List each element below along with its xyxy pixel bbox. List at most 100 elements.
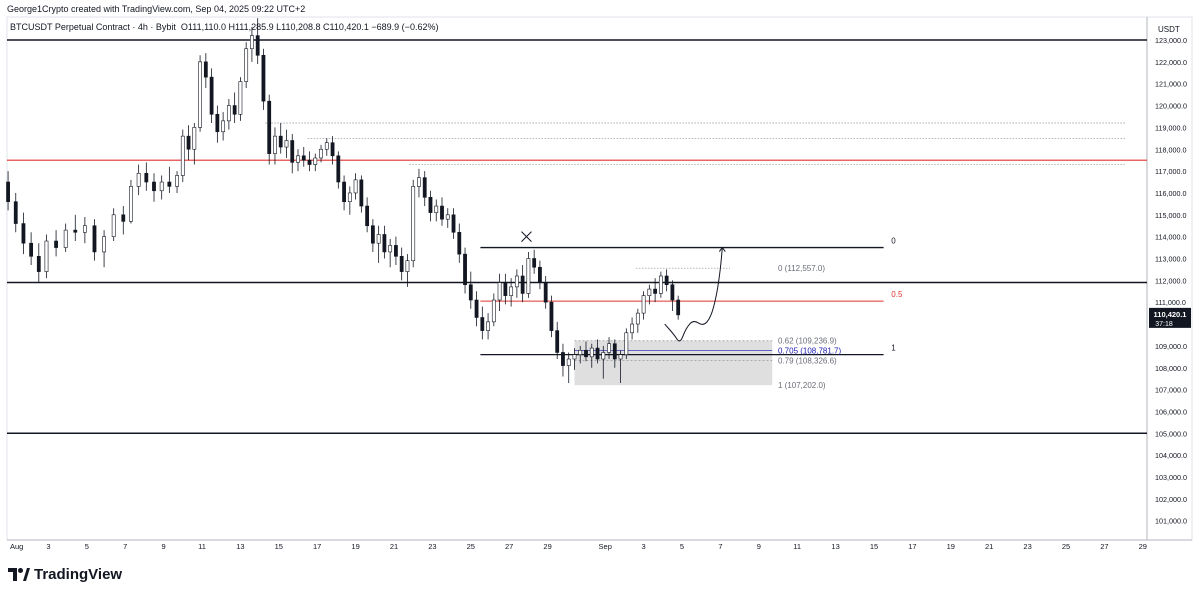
candle-body (250, 35, 254, 50)
candle-body (532, 258, 537, 268)
x-tick-label: 7 (123, 542, 127, 551)
candle-body (601, 352, 606, 360)
candle-body (417, 177, 421, 187)
x-tick-label: 27 (505, 542, 513, 551)
candle-body (509, 286, 514, 296)
y-tick-label: 115,000.0 (1155, 211, 1186, 220)
symbol-info: BTCUSDT Perpetual Contract · 4h · Bybit … (10, 22, 438, 32)
y-tick-label: 117,000.0 (1155, 167, 1186, 176)
candle-body (359, 179, 364, 207)
projection-path (664, 247, 723, 342)
x-tick-label: 29 (1139, 542, 1147, 551)
candle-body (82, 225, 87, 233)
retracement-label: 0.62 (109,236.9) (778, 337, 837, 346)
y-tick-label: 116,000.0 (1155, 189, 1186, 198)
x-tick-label: 15 (870, 542, 878, 551)
candle-body (129, 186, 133, 222)
candle-body (578, 349, 583, 355)
candle-body (405, 260, 410, 272)
candle-body (342, 181, 346, 202)
candle-body (319, 148, 323, 159)
candle-body (307, 159, 312, 165)
candle-body (144, 172, 149, 183)
y-tick-label: 105,000.0 (1155, 429, 1187, 438)
candle-body (63, 229, 68, 248)
x-tick-label: Aug (10, 542, 23, 551)
candle-body (198, 61, 202, 128)
candle-body (641, 295, 646, 314)
candles-layer (6, 18, 681, 384)
candle-body (411, 186, 416, 261)
x-tick-label: 11 (793, 542, 801, 551)
x-tick-label: 3 (46, 542, 50, 551)
last-price-countdown: 37:18 (1155, 321, 1173, 328)
candle-body (468, 284, 473, 301)
candle-body (336, 155, 341, 183)
candle-body (538, 266, 542, 283)
tradingview-brand: TradingView (8, 566, 122, 583)
candle-body (278, 135, 283, 148)
fib-level-label: 0 (891, 237, 896, 246)
candle-body (370, 225, 375, 244)
candle-body (136, 172, 141, 187)
candle-body (167, 181, 172, 187)
author-credit: George1Crypto created with TradingView.c… (7, 4, 306, 14)
candle-body (635, 312, 640, 325)
x-tick-label: 23 (428, 542, 436, 551)
candle-body (497, 282, 502, 301)
retracement-label: 1 (107,202.0) (778, 381, 826, 390)
x-axis: Aug 3 5 7 9 11 13 15 17 19 21 23 25 27 29 Sep 3 5 7 9 11 13 15… (10, 542, 1147, 551)
candle-body (284, 140, 289, 148)
candle-body (186, 135, 191, 150)
y-tick-label: 113,000.0 (1155, 255, 1186, 264)
x-tick-label: 9 (757, 542, 761, 551)
candle-body (572, 354, 577, 360)
candle-body (192, 127, 197, 150)
candle-body (6, 181, 10, 202)
candle-body (13, 201, 18, 224)
y-tick-label: 103,000.0 (1155, 473, 1187, 482)
candle-body (232, 105, 237, 115)
candle-body (296, 155, 300, 163)
candle-body (92, 225, 97, 253)
candle-body (180, 135, 185, 176)
candle-body (480, 317, 485, 331)
fib-level-label: 0.5 (891, 290, 903, 299)
candle-body (624, 332, 629, 355)
y-tick-label: 108,000.0 (1155, 364, 1187, 373)
cross-marker (521, 231, 532, 243)
candle-body (457, 231, 462, 255)
x-tick-label: 7 (718, 542, 722, 551)
candle-body (111, 214, 116, 237)
y-tick-label: 114,000.0 (1155, 233, 1186, 242)
candle-body (526, 258, 531, 294)
annotations-layer: 0 (112,557.0) 0.62 (109,236.9)0.705 (108,… (521, 231, 841, 390)
x-tick-label: 27 (1100, 542, 1108, 551)
candle-body (394, 245, 398, 257)
y-tick-label: 101,000.0 (1155, 517, 1187, 526)
symbol-name: BTCUSDT Perpetual Contract · 4h · Bybit (10, 22, 176, 32)
golden-pocket-zone (574, 340, 773, 386)
candle-body (203, 61, 208, 78)
candle-body (549, 301, 554, 331)
candle-body (102, 236, 106, 253)
x-tick-label: 23 (1023, 542, 1031, 551)
y-tick-label: 106,000.0 (1155, 407, 1187, 416)
y-tick-label: 111,000.0 (1155, 298, 1186, 307)
x-tick-label: 25 (1062, 542, 1070, 551)
candle-body (347, 192, 352, 202)
chart-frame (6, 16, 1193, 541)
x-tick-label: 13 (236, 542, 244, 551)
candle-body (445, 214, 450, 220)
zone-layer (574, 340, 773, 386)
candle-body (290, 140, 295, 163)
candle-body (422, 177, 427, 198)
y-tick-label: 119,000.0 (1155, 123, 1186, 132)
candle-body (653, 288, 658, 294)
candle-body (353, 179, 358, 194)
candle-body (301, 155, 306, 161)
retracement-label: 0.705 (108,781.7) (778, 347, 841, 356)
y-tick-label: 104,000.0 (1155, 451, 1187, 460)
candle-body (36, 256, 41, 272)
candle-body (463, 253, 467, 286)
